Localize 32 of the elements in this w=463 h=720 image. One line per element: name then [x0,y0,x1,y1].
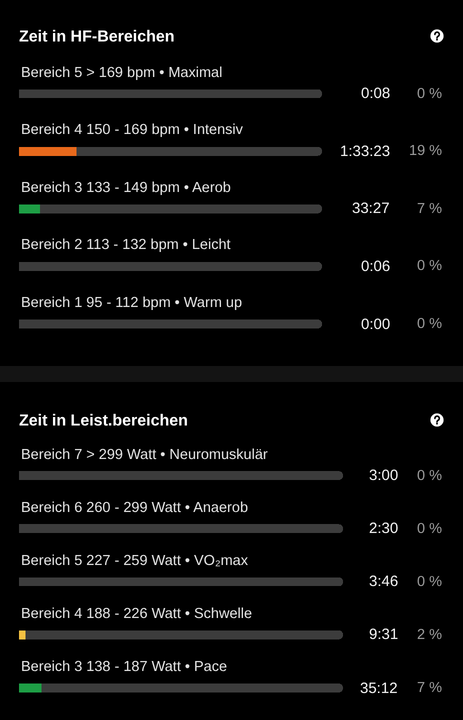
y-tick-label: Bereich 7 > 299 Watt • Neuromuskulär [21,447,268,463]
chart-title: Zeit in HF-Bereichen [19,28,175,46]
text: 3:00 [369,467,398,484]
text: 2:30 [369,520,398,537]
y-tick-label: Bereich 5 > 169 bpm • Maximal [21,65,222,81]
chart-title: Zeit in Leist.bereichen [19,412,188,430]
data-label: 0 % [417,521,442,537]
text: 3:46 [369,573,398,590]
data-label: 0 % [417,468,442,484]
data-label: 0 % [417,86,442,102]
data-label: 0 % [417,316,442,332]
y-tick-label: Bereich 4 150 - 169 bpm • Intensiv [21,122,244,138]
data-label: 0 % [417,574,442,590]
y-tick-label: Bereich 3 133 - 149 bpm • Aerob [21,180,231,196]
text: 33:27 [352,200,390,217]
data-label: 7 % [417,201,442,217]
data-label: 19 % [409,143,442,159]
text: 0:00 [361,316,390,333]
y-tick-label: Bereich 3 138 - 187 Watt • Pace [21,659,228,675]
text: 0:06 [361,258,390,275]
y-tick-label: Bereich 2 113 - 132 bpm • Leicht [21,237,231,253]
data-label: 7 % [417,680,442,696]
text: 1:33:23 [340,143,390,160]
text: 0:08 [361,85,390,102]
data-label: 0 % [417,258,442,274]
y-tick-label: Bereich 5 227 - 259 Watt • VO₂max [21,553,249,569]
y-tick-label: Bereich 4 188 - 226 Watt • Schwelle [21,606,252,622]
text: 9:31 [369,626,398,643]
data-label: 2 % [417,627,442,643]
y-tick-label: Bereich 6 260 - 299 Watt • Anaerob [21,500,248,516]
y-tick-label: Bereich 1 95 - 112 bpm • Warm up [21,295,242,311]
text: 35:12 [360,680,398,697]
